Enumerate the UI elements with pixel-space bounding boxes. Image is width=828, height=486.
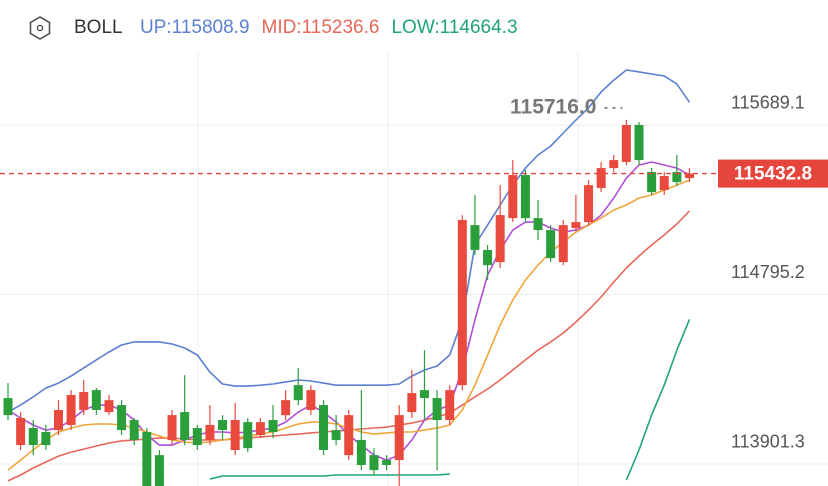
candle-body	[41, 431, 51, 446]
candle-body	[394, 415, 404, 461]
legend-entry: MID:115236.6	[262, 17, 380, 38]
candle-body	[495, 215, 505, 263]
candle-body	[117, 405, 127, 431]
candle-body	[319, 405, 328, 451]
legend: UP:115808.9 MID:115236.6 LOW:114664.3	[140, 17, 518, 38]
candle-body	[53, 410, 63, 431]
candle-body	[457, 220, 467, 386]
indicator-line	[7, 69, 691, 413]
candle-body	[659, 176, 669, 191]
candle-body	[91, 390, 101, 411]
candle-body	[218, 420, 228, 431]
price-label-box	[718, 159, 828, 188]
candle-body	[28, 428, 38, 446]
candle-body	[180, 412, 190, 440]
candle-body	[255, 422, 265, 436]
candle-body	[167, 415, 177, 440]
y-tick-label: 115689.1	[731, 93, 805, 113]
candle-body	[647, 172, 657, 193]
candle-body	[634, 125, 644, 161]
high-annotation: 115716.0	[510, 95, 596, 118]
legend-entry: UP:115808.9	[140, 17, 250, 38]
candle-body	[533, 218, 543, 231]
candle-body	[293, 385, 303, 401]
settings-icon[interactable]	[29, 16, 51, 40]
candle-body	[154, 455, 164, 486]
candle-body	[243, 422, 253, 449]
candle-body	[432, 398, 442, 421]
candle-body	[281, 400, 291, 416]
candle-body	[331, 430, 341, 440]
candles	[3, 119, 694, 486]
candle-body	[407, 393, 417, 413]
y-tick-label: 113901.3	[731, 432, 805, 452]
candle-body	[684, 173, 694, 179]
candle-body	[672, 172, 682, 183]
candle-body	[79, 391, 89, 411]
candle-body	[306, 390, 316, 411]
candle-body	[3, 398, 13, 416]
candle-body	[192, 428, 202, 446]
indicator-line	[209, 318, 691, 481]
candle-body	[369, 455, 379, 471]
candle-body	[546, 230, 556, 259]
grid	[0, 124, 828, 465]
candle-body	[66, 395, 76, 425]
candle-body	[584, 185, 594, 223]
candle-body	[104, 400, 114, 413]
candle-body	[558, 225, 568, 263]
candle-body	[609, 160, 619, 169]
candle-body	[230, 420, 240, 451]
candle-body	[344, 415, 354, 456]
overlay: 115689.1 114795.2 113901.3 115432.8 115716.0	[0, 93, 828, 452]
candle-body	[16, 417, 26, 446]
candle-body	[419, 390, 429, 399]
candle-body	[268, 420, 278, 432]
candle-body	[205, 424, 215, 440]
vertical-grid	[197, 0, 579, 486]
y-tick-label: 114795.2	[731, 262, 805, 282]
settings-icon-dot	[36, 24, 44, 32]
candle-body	[470, 225, 480, 250]
legend-entry: LOW:114664.3	[391, 17, 517, 38]
candle-body	[142, 431, 152, 486]
header-background	[0, 0, 828, 52]
candle-body	[129, 420, 139, 440]
candle-body	[571, 222, 581, 228]
candle-body	[596, 168, 606, 188]
candle-body	[508, 175, 518, 219]
candle-body	[382, 460, 392, 465]
candle-body	[483, 249, 493, 266]
indicator-name: BOLL	[74, 17, 123, 38]
candle-body	[621, 125, 631, 162]
price-label: 115432.8	[734, 164, 812, 185]
candle-body	[356, 439, 366, 465]
candle-body	[445, 390, 455, 421]
candle-body	[520, 175, 530, 219]
